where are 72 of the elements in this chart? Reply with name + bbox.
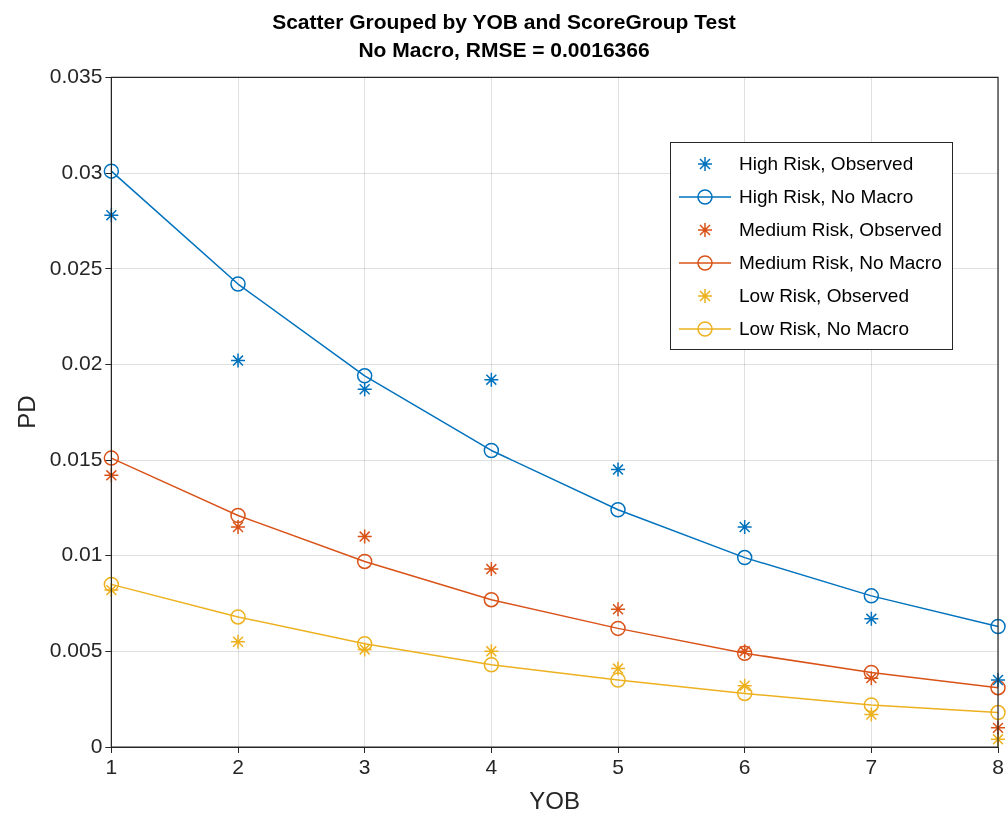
point	[230, 352, 246, 369]
x-tick-label: 4	[485, 755, 498, 779]
point	[990, 618, 1006, 635]
point	[103, 450, 120, 466]
point	[483, 643, 500, 660]
point	[610, 660, 626, 677]
x-tick-label: 8	[992, 755, 1004, 779]
chart-title: Scatter Grouped by YOB and ScoreGroup Test	[272, 10, 736, 34]
point	[103, 207, 120, 223]
point	[483, 591, 500, 608]
x-tick-label: 7	[865, 755, 878, 779]
legend-label: Medium Risk, Observed	[739, 218, 942, 241]
point	[736, 678, 753, 694]
x-tick-label: 2	[232, 755, 244, 779]
point	[610, 601, 626, 617]
point	[990, 672, 1006, 688]
y-tick-label: 0.015	[49, 446, 103, 470]
y-tick-label: 0.03	[61, 159, 103, 183]
point	[230, 507, 246, 524]
point	[990, 679, 1006, 696]
y-tick-label: 0.01	[61, 542, 103, 566]
y-tick-label: 0.035	[49, 64, 103, 88]
x-tick-label: 3	[358, 755, 371, 779]
y-tick-label: 0.025	[49, 255, 103, 279]
legend-label: Low Risk, No Macro	[739, 317, 909, 340]
point	[610, 672, 626, 688]
point	[483, 442, 500, 459]
point	[356, 641, 373, 658]
point	[483, 371, 500, 388]
x-tick-label: 6	[738, 755, 751, 779]
x-tick-label: 1	[105, 755, 118, 779]
point	[863, 697, 880, 713]
point	[483, 656, 500, 673]
y-axis-title: PD	[13, 395, 41, 429]
point	[610, 461, 626, 478]
y-tick-label: 0.005	[49, 638, 103, 662]
y-tick-label: 0.02	[61, 351, 103, 375]
x-axis-title: YOB	[529, 787, 581, 815]
point	[863, 670, 880, 686]
y-tick-label: 0	[90, 733, 103, 757]
point	[990, 720, 1006, 736]
point	[736, 519, 753, 535]
legend-label: Low Risk, Observed	[739, 284, 910, 307]
point	[610, 620, 626, 637]
point	[103, 582, 120, 598]
point	[990, 731, 1006, 748]
point	[103, 576, 120, 593]
point	[356, 381, 373, 397]
point	[230, 609, 246, 625]
point	[103, 163, 120, 179]
point	[736, 685, 753, 702]
chart-subtitle: No Macro, RMSE = 0.0016366	[358, 37, 650, 61]
point	[230, 276, 246, 292]
point	[356, 368, 373, 384]
point	[863, 706, 880, 723]
point	[356, 528, 373, 545]
point	[483, 561, 500, 577]
point	[863, 664, 880, 681]
point	[990, 704, 1006, 721]
x-tick-label: 5	[612, 755, 624, 779]
point	[610, 502, 626, 518]
point	[230, 634, 246, 650]
point	[356, 635, 373, 652]
legend-label: High Risk, No Macro	[739, 185, 914, 208]
point	[863, 588, 880, 604]
legend-label: High Risk, Observed	[739, 152, 914, 175]
point	[230, 519, 246, 535]
point	[736, 549, 753, 566]
point	[863, 611, 880, 627]
point	[103, 467, 120, 484]
point	[356, 553, 373, 570]
legend-label: Medium Risk, No Macro	[739, 251, 942, 274]
